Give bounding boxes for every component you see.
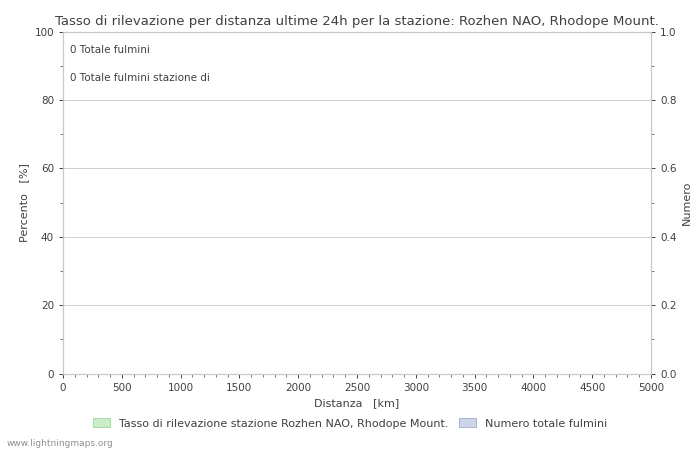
X-axis label: Distanza   [km]: Distanza [km] bbox=[314, 398, 400, 408]
Text: www.lightningmaps.org: www.lightningmaps.org bbox=[7, 439, 113, 448]
Title: Tasso di rilevazione per distanza ultime 24h per la stazione: Rozhen NAO, Rhodop: Tasso di rilevazione per distanza ultime… bbox=[55, 14, 659, 27]
Legend: Tasso di rilevazione stazione Rozhen NAO, Rhodope Mount., Numero totale fulmini: Tasso di rilevazione stazione Rozhen NAO… bbox=[89, 414, 611, 433]
Text: 0 Totale fulmini: 0 Totale fulmini bbox=[70, 45, 150, 55]
Text: 0 Totale fulmini stazione di: 0 Totale fulmini stazione di bbox=[70, 72, 210, 82]
Y-axis label: Percento   [%]: Percento [%] bbox=[19, 163, 29, 242]
Y-axis label: Numero: Numero bbox=[682, 180, 692, 225]
